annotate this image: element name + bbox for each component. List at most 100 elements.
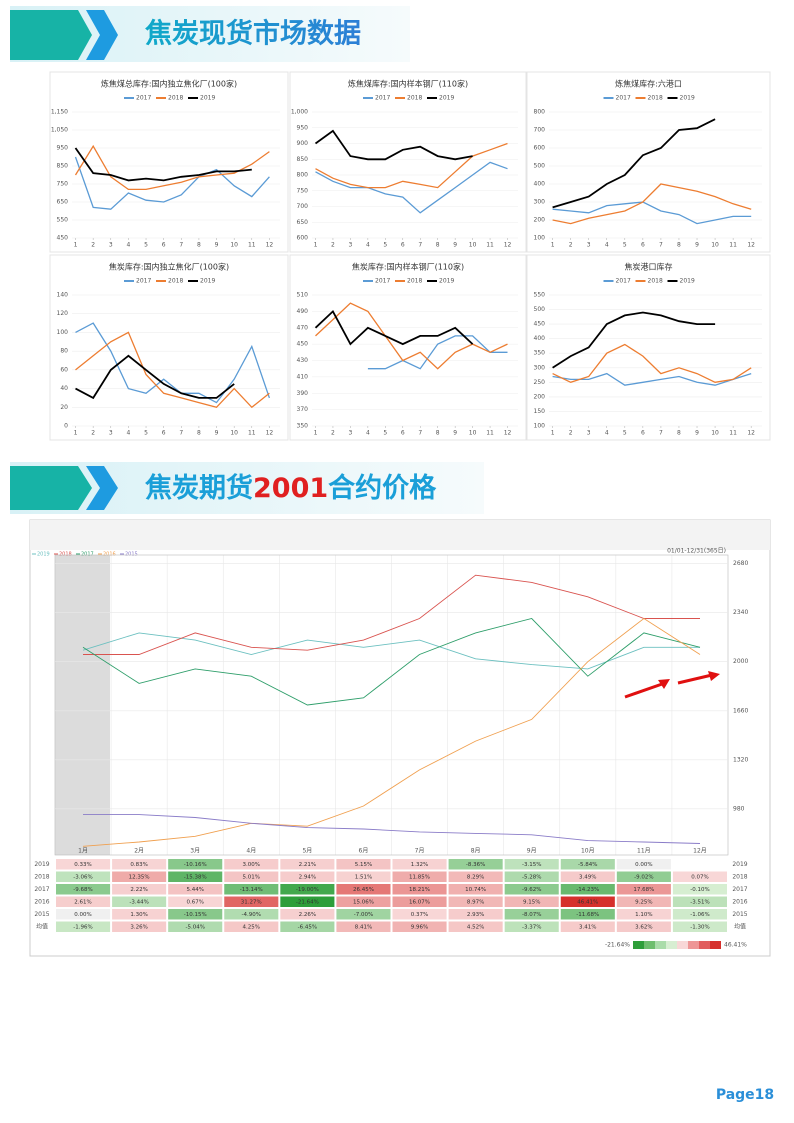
x-tick-label: 11 bbox=[486, 430, 494, 437]
y-tick-label: 750 bbox=[297, 187, 309, 194]
heat-cell bbox=[391, 920, 448, 933]
x-tick-label: 4 bbox=[605, 242, 609, 249]
legend-label: 2017 bbox=[136, 278, 151, 285]
heat-cell bbox=[111, 895, 168, 908]
cell-value: -3.15% bbox=[522, 862, 541, 868]
y-tick-label: 900 bbox=[297, 140, 309, 147]
row-label: 2017 bbox=[34, 886, 49, 893]
cell-value: 1.10% bbox=[635, 912, 652, 918]
x-tick-label: 12 bbox=[266, 430, 274, 437]
heat-cell bbox=[559, 895, 616, 908]
x-tick-label: 4 bbox=[126, 242, 130, 249]
cell-value: 2.21% bbox=[299, 862, 316, 868]
heat-cell bbox=[503, 858, 560, 871]
row-label: 2019 bbox=[34, 861, 49, 868]
x-tick-label: 1 bbox=[74, 430, 78, 437]
heat-cell bbox=[111, 858, 168, 871]
y-tick-label: 2340 bbox=[733, 609, 748, 616]
x-tick-label: 10 bbox=[230, 242, 238, 249]
heat-cell bbox=[55, 908, 112, 921]
x-tick-label: 6 bbox=[401, 242, 405, 249]
y-tick-label: 1,150 bbox=[51, 109, 68, 116]
cell-value: -7.00% bbox=[354, 912, 373, 918]
heat-cell bbox=[223, 908, 280, 921]
scale-swatch bbox=[699, 941, 710, 949]
cell-value: 2.94% bbox=[299, 874, 316, 880]
series-line bbox=[82, 617, 701, 706]
y-tick-label: 100 bbox=[534, 423, 546, 430]
x-tick-label: 3 bbox=[348, 242, 352, 249]
y-tick-label: 450 bbox=[57, 235, 69, 242]
x-tick-label: 10 bbox=[230, 430, 238, 437]
chart-title: 炼焦煤库存:国内样本钢厂(110家) bbox=[348, 79, 468, 89]
series-line bbox=[315, 142, 508, 189]
series-line bbox=[552, 201, 752, 225]
cell-value: -15.38% bbox=[184, 874, 207, 880]
y-tick-label: 200 bbox=[534, 393, 546, 400]
cell-value: 15.06% bbox=[353, 899, 374, 905]
cell-value: 3.00% bbox=[243, 862, 260, 868]
y-tick-label: 0 bbox=[64, 423, 68, 430]
cell-value: 3.62% bbox=[635, 924, 652, 930]
y-tick-label: 20 bbox=[60, 404, 68, 411]
y-tick-label: 300 bbox=[534, 364, 546, 371]
cell-value: -10.16% bbox=[184, 862, 207, 868]
x-tick-label: 1 bbox=[314, 430, 318, 437]
heat-cell bbox=[391, 895, 448, 908]
y-tick-label: 370 bbox=[297, 406, 309, 413]
x-tick-label: 9 bbox=[453, 242, 457, 249]
row-label: 2018 bbox=[732, 873, 747, 880]
scale-swatch bbox=[677, 941, 688, 949]
x-tick-label: 10月 bbox=[581, 848, 595, 855]
x-tick-label: 5 bbox=[144, 430, 148, 437]
cell-value: 0.67% bbox=[186, 899, 203, 905]
heat-cell bbox=[335, 858, 392, 871]
x-tick-label: 4 bbox=[605, 430, 609, 437]
row-label: 2018 bbox=[34, 873, 49, 880]
heat-cell bbox=[335, 920, 392, 933]
legend-label: 2019 bbox=[37, 552, 50, 558]
x-tick-label: 6 bbox=[162, 242, 166, 249]
series-line bbox=[75, 331, 270, 409]
row-label: 2016 bbox=[34, 898, 49, 905]
y-tick-label: 390 bbox=[297, 390, 309, 397]
cell-value: -11.68% bbox=[576, 912, 599, 918]
scale-swatch bbox=[666, 941, 677, 949]
chart-frame bbox=[289, 71, 527, 253]
y-tick-label: 550 bbox=[534, 292, 546, 299]
cell-value: -3.51% bbox=[690, 899, 709, 905]
x-tick-label: 11 bbox=[248, 430, 256, 437]
series-line bbox=[82, 617, 701, 847]
heat-cell bbox=[167, 870, 224, 883]
cell-value: 17.68% bbox=[633, 887, 654, 893]
cell-value: 8.41% bbox=[355, 924, 372, 930]
legend-label: 2018 bbox=[648, 278, 663, 285]
y-tick-label: 1,050 bbox=[51, 127, 68, 134]
x-tick-label: 10 bbox=[469, 242, 477, 249]
cell-value: 0.00% bbox=[635, 862, 652, 868]
heat-cell bbox=[671, 895, 729, 908]
x-tick-label: 3 bbox=[587, 430, 591, 437]
series-line bbox=[82, 632, 700, 670]
legend-label: 2016 bbox=[103, 552, 116, 558]
heat-cell bbox=[335, 870, 392, 883]
heat-cell bbox=[447, 883, 504, 896]
heat-cell bbox=[671, 870, 729, 883]
x-tick-label: 7 bbox=[418, 242, 422, 249]
heat-cell bbox=[447, 870, 504, 883]
x-tick-label: 1 bbox=[74, 242, 78, 249]
x-tick-label: 7 bbox=[418, 430, 422, 437]
x-tick-label: 8 bbox=[197, 242, 201, 249]
cell-value: -3.37% bbox=[522, 924, 541, 930]
x-tick-label: 7 bbox=[659, 430, 663, 437]
legend-label: 2017 bbox=[375, 95, 390, 102]
y-tick-label: 850 bbox=[57, 163, 69, 170]
cell-value: 10.74% bbox=[465, 887, 486, 893]
legend-label: 2018 bbox=[168, 95, 183, 102]
x-tick-label: 1月 bbox=[78, 848, 88, 855]
chart-frame bbox=[49, 71, 289, 253]
cell-value: -10.15% bbox=[184, 912, 207, 918]
y-tick-label: 980 bbox=[733, 805, 745, 812]
heat-cell bbox=[335, 883, 392, 896]
heat-cell bbox=[279, 908, 336, 921]
